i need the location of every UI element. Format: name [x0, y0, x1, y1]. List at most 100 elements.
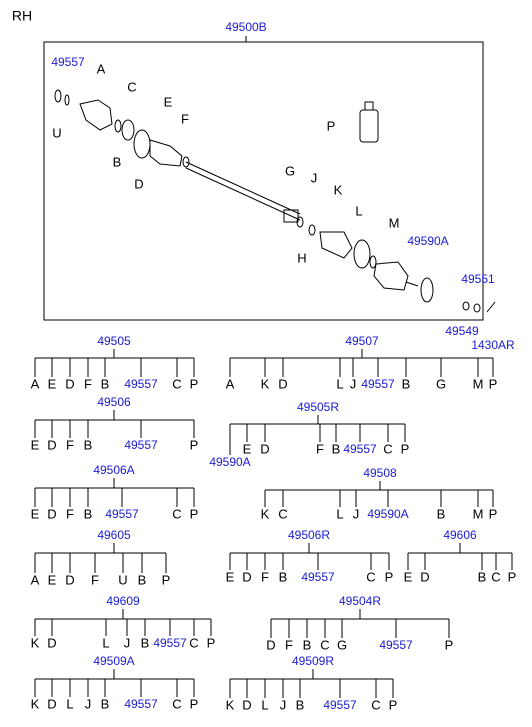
tree-leaf: 49557 [323, 698, 357, 712]
tree-leaf: P [445, 637, 454, 652]
tree-leaf: D [47, 506, 56, 521]
part-label: 49557 [51, 55, 85, 69]
tree-root: 49508 [363, 466, 397, 480]
tree-leaf: B [101, 376, 110, 391]
tree-leaf: E [48, 572, 57, 587]
tree-leaf: C [189, 635, 198, 650]
part-label: M [389, 215, 400, 230]
tree-leaf: E [31, 437, 40, 452]
tree-leaf: M [473, 376, 484, 391]
tree-leaf: A [226, 376, 235, 391]
tree-leaf: C [320, 637, 329, 652]
tree-root: 49606 [443, 528, 477, 542]
tree-leaf: P [489, 376, 498, 391]
side-label: RH [12, 8, 32, 24]
part-label: G [285, 163, 295, 178]
tree-leaf: D [242, 697, 251, 712]
tree-leaf: E [48, 376, 57, 391]
tree-leaf: F [91, 572, 99, 587]
tree-leaf: P [162, 572, 171, 587]
tree-root: 49506R [288, 528, 330, 542]
part-label: 49549 [445, 324, 479, 338]
tree-leaf: 49557 [105, 507, 139, 521]
tree-leaf: C [383, 441, 392, 456]
tree-leaf: B [138, 572, 147, 587]
tree-leaf: 49557 [124, 697, 158, 711]
tree-leaf: L [102, 635, 109, 650]
tree-root: 49506A [93, 463, 134, 477]
part-label: H [297, 250, 306, 265]
tree-leaf: D [47, 437, 56, 452]
tree-leaf: J [350, 376, 357, 391]
tree-leaf: L [336, 376, 343, 391]
tree-leaf: P [190, 376, 199, 391]
tree-leaf: P [389, 697, 398, 712]
tree-leaf: C [172, 696, 181, 711]
tree-leaf: 49590A [209, 455, 250, 469]
tree-leaf: K [261, 506, 270, 521]
tree-leaf: K [226, 697, 235, 712]
tree-leaf: A [31, 376, 40, 391]
tree-leaf: J [85, 696, 92, 711]
tree-leaf: P [207, 635, 216, 650]
tree-leaf: L [66, 696, 73, 711]
tree-root: 49509R [292, 654, 334, 668]
part-label: B [113, 154, 122, 169]
tree-leaf: C [172, 506, 181, 521]
tree-leaf: P [190, 506, 199, 521]
tree-leaf: 49557 [343, 442, 377, 456]
tree-leaf: E [243, 441, 252, 456]
tree-leaf: P [401, 441, 410, 456]
tree-leaf: B [296, 697, 305, 712]
part-label: L [355, 203, 362, 218]
tree-root: 49609 [106, 594, 140, 608]
tree-leaf: B [303, 637, 312, 652]
tree-leaf: 49557 [124, 377, 158, 391]
tree-leaf: L [261, 697, 268, 712]
tree-leaf: E [226, 569, 235, 584]
tree-leaf: C [172, 376, 181, 391]
tree-leaf: P [385, 569, 394, 584]
assembly-title: 49500B [225, 20, 266, 34]
part-label: 1430AR [471, 338, 515, 352]
tree-leaf: F [84, 376, 92, 391]
tree-leaf: J [124, 635, 131, 650]
tree-leaf: K [31, 696, 40, 711]
tree-leaf: B [402, 376, 411, 391]
tree-leaf: K [31, 635, 40, 650]
tree-leaf: C [366, 569, 375, 584]
tree-leaf: D [266, 637, 275, 652]
tree-root: 49509A [93, 654, 134, 668]
tree-leaf: B [84, 506, 93, 521]
tree-leaf: P [508, 569, 517, 584]
tree-leaf: A [31, 572, 40, 587]
tree-leaf: E [404, 569, 413, 584]
tree-leaf: F [66, 437, 74, 452]
part-drawings [54, 89, 496, 313]
tree-root: 49505 [97, 334, 131, 348]
tree-leaf: L [336, 506, 343, 521]
tree-leaf: D [420, 569, 429, 584]
tree-leaf: B [101, 696, 110, 711]
part-label: 49590A [407, 234, 448, 248]
tree-root: 49507 [345, 334, 379, 348]
tree-leaf: B [279, 569, 288, 584]
tree-leaf: J [280, 697, 287, 712]
tree-leaf: B [141, 635, 150, 650]
tree-leaf: D [65, 376, 74, 391]
tree-leaf: 49557 [301, 570, 335, 584]
tree-leaf: F [316, 441, 324, 456]
tree-leaf: P [190, 696, 199, 711]
tree-leaf: D [65, 572, 74, 587]
diagram-frame [43, 41, 484, 321]
tree-leaf: C [491, 569, 500, 584]
tree-leaf: D [278, 376, 287, 391]
tree-leaf: C [371, 697, 380, 712]
tree-leaf: J [353, 506, 360, 521]
part-label: F [181, 111, 189, 126]
tree-root: 49605 [97, 528, 131, 542]
part-label: U [52, 125, 61, 140]
tree-root: 49505R [297, 400, 339, 414]
